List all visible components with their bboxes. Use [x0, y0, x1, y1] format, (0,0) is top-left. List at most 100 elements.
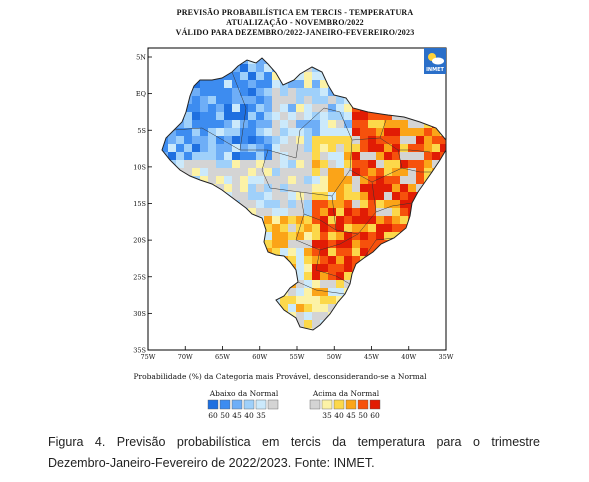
- grid-cell: [336, 104, 344, 112]
- grid-cell: [448, 216, 456, 224]
- grid-cell: [328, 280, 336, 288]
- legend-colorbar: 60 50 45 40 35 35 40 45 50 60: [207, 399, 381, 420]
- grid-cell: [272, 152, 280, 160]
- grid-cell: [192, 136, 200, 144]
- grid-cell: [312, 144, 320, 152]
- grid-cell: [280, 128, 288, 136]
- grid-cell: [416, 120, 424, 128]
- grid-cell: [328, 208, 336, 216]
- grid-cell: [280, 88, 288, 96]
- grid-cell: [304, 112, 312, 120]
- grid-cell: [408, 192, 416, 200]
- grid-cell: [280, 248, 288, 256]
- grid-cell: [296, 200, 304, 208]
- grid-cell: [392, 168, 400, 176]
- grid-cell: [248, 120, 256, 128]
- grid-cell: [384, 216, 392, 224]
- grid-cell: [296, 160, 304, 168]
- grid-cell: [248, 96, 256, 104]
- grid-cell: [448, 224, 456, 232]
- grid-cell: [264, 192, 272, 200]
- grid-cell: [232, 112, 240, 120]
- grid-cell: [224, 144, 232, 152]
- grid-cell: [392, 216, 400, 224]
- legend-swatch-above: [369, 399, 381, 410]
- grid-cell: [224, 168, 232, 176]
- grid-cell: [192, 144, 200, 152]
- lat-tick-label: 25S: [133, 273, 146, 281]
- grid-cell: [288, 168, 296, 176]
- grid-cell: [256, 192, 264, 200]
- grid-cell: [400, 184, 408, 192]
- grid-cell: [256, 208, 264, 216]
- grid-cell: [320, 296, 328, 304]
- grid-cell: [320, 288, 328, 296]
- grid-cell: [304, 248, 312, 256]
- grid-cell: [336, 160, 344, 168]
- grid-cell: [336, 184, 344, 192]
- grid-cell: [320, 128, 328, 136]
- grid-cell: [336, 152, 344, 160]
- grid-cell: [288, 248, 296, 256]
- grid-cell: [296, 312, 304, 320]
- grid-cell: [320, 184, 328, 192]
- grid-cell: [216, 128, 224, 136]
- grid-cell: [240, 104, 248, 112]
- grid-cell: [400, 208, 408, 216]
- grid-cell: [328, 304, 336, 312]
- grid-cell: [304, 128, 312, 136]
- grid-cell: [304, 160, 312, 168]
- grid-cell: [256, 80, 264, 88]
- grid-cell: [304, 168, 312, 176]
- grid-cell: [216, 136, 224, 144]
- grid-cell: [200, 152, 208, 160]
- grid-cell: [256, 72, 264, 80]
- grid-cell: [208, 120, 216, 128]
- grid-cell: [376, 176, 384, 184]
- grid-cell: [192, 88, 200, 96]
- grid-cell: [304, 120, 312, 128]
- grid-cell: [448, 72, 456, 80]
- grid-cell: [368, 136, 376, 144]
- grid-cell: [280, 304, 288, 312]
- caption-line-1: Figura 4. Previsão probabilística em ter…: [48, 435, 540, 449]
- grid-cell: [240, 168, 248, 176]
- grid-cell: [256, 88, 264, 96]
- grid-cell: [360, 200, 368, 208]
- grid-cell: [200, 88, 208, 96]
- grid-cell: [352, 208, 360, 216]
- grid-cell: [288, 120, 296, 128]
- state-borders: [173, 71, 432, 295]
- grid-cell: [312, 88, 320, 96]
- grid-cell: [312, 72, 320, 80]
- grid-cell: [408, 168, 416, 176]
- grid-cell: [344, 192, 352, 200]
- grid-cell: [416, 184, 424, 192]
- grid-cell: [336, 232, 344, 240]
- grid-cell: [296, 152, 304, 160]
- grid-cell: [200, 80, 208, 88]
- grid-cell: [392, 200, 400, 208]
- grid-cell: [312, 152, 320, 160]
- grid-cell: [288, 128, 296, 136]
- grid-cell: [368, 128, 376, 136]
- grid-cell: [264, 184, 272, 192]
- grid-cell: [280, 96, 288, 104]
- grid-cell: [304, 304, 312, 312]
- grid-cell: [368, 120, 376, 128]
- grid-cell: [168, 152, 176, 160]
- grid-cell: [384, 136, 392, 144]
- grid-cell: [184, 152, 192, 160]
- grid-cell: [416, 176, 424, 184]
- grid-cell: [352, 248, 360, 256]
- grid-cell: [304, 272, 312, 280]
- grid-cell: [296, 184, 304, 192]
- lon-tick-label: 35W: [439, 353, 454, 361]
- grid-cell: [328, 200, 336, 208]
- grid-cell: [208, 80, 216, 88]
- grid-cell: [448, 56, 456, 64]
- grid-cell: [280, 200, 288, 208]
- grid-cell: [264, 176, 272, 184]
- grid-cell: [384, 120, 392, 128]
- grid-cell: [296, 232, 304, 240]
